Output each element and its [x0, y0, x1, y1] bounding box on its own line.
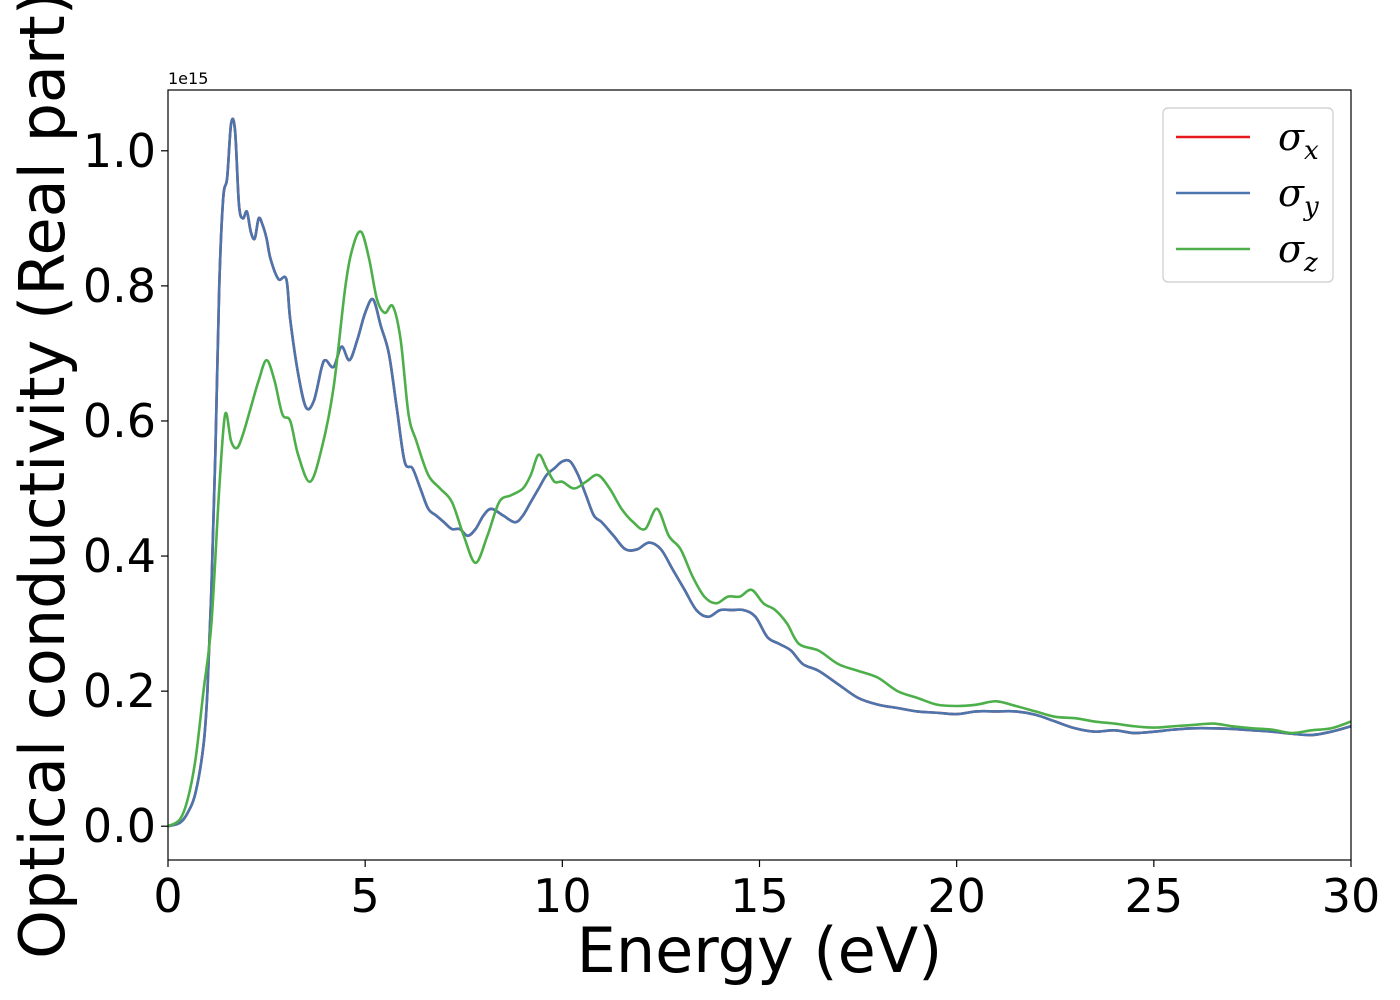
y-tick-label: 0.0 — [83, 799, 156, 853]
x-tick-label: 5 — [351, 869, 380, 923]
x-tick-label: 25 — [1125, 869, 1184, 923]
x-tick-label: 10 — [533, 869, 592, 923]
legend-entry-z: σz — [1278, 227, 1318, 278]
x-axis: 0 5 10 15 20 25 30 — [153, 860, 1380, 923]
y-axis: 0.0 0.2 0.4 0.6 0.8 1.0 — [83, 124, 168, 853]
x-tick-label: 0 — [153, 869, 182, 923]
legend-subscript: y — [1303, 192, 1319, 222]
legend-subscript: z — [1303, 248, 1318, 278]
series-line-y — [168, 117, 1351, 828]
x-tick-label: 20 — [927, 869, 986, 923]
legend-entry-y: σy — [1278, 171, 1319, 222]
y-axis-label: Optical conductivity (Real part) — [6, 0, 79, 959]
legend-symbol: σ — [1278, 227, 1305, 271]
y-tick-label: 0.4 — [83, 529, 156, 583]
legend-symbol: σ — [1278, 115, 1305, 159]
plot-lines — [168, 117, 1351, 828]
legend-symbol: σ — [1278, 171, 1305, 215]
y-tick-label: 1.0 — [83, 124, 156, 178]
legend-box — [1162, 107, 1334, 283]
legend-subscript: x — [1304, 136, 1319, 166]
y-tick-label: 0.8 — [83, 259, 156, 313]
y-tick-label: 0.6 — [83, 394, 156, 448]
series-line-z — [168, 230, 1351, 828]
x-tick-label: 15 — [730, 869, 789, 923]
legend-entry-x: σx — [1278, 115, 1319, 166]
y-offset-label: 1e15 — [168, 69, 208, 88]
y-tick-label: 0.2 — [83, 664, 156, 718]
x-tick-label: 30 — [1322, 869, 1381, 923]
x-axis-label: Energy (eV) — [577, 914, 943, 987]
